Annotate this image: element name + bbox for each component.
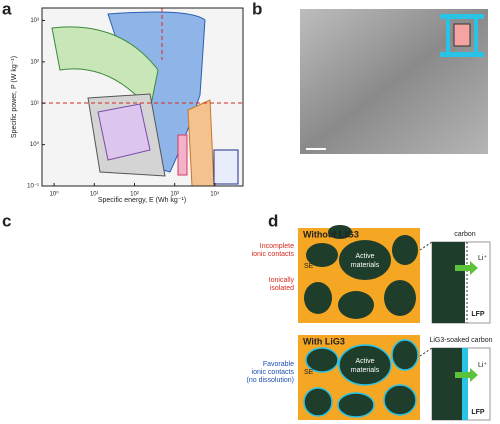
callout: Favorable [263, 361, 294, 368]
ragone-regions [42, 8, 243, 187]
plot-frame [41, 7, 244, 187]
diagram-title: Without LiG3 [303, 229, 359, 239]
label: materials [351, 367, 380, 374]
label: Li⁺ [478, 255, 487, 262]
x-tick-label: 10⁴ [210, 191, 220, 198]
label: Li⁺ [478, 362, 487, 369]
y-tick-label: 10³ [30, 18, 39, 24]
label: SE [304, 369, 314, 376]
label: LFP [471, 409, 485, 416]
label: materials [351, 262, 380, 269]
label: Active [355, 253, 374, 260]
inset-schematic [440, 14, 484, 57]
callout: ionic contacts [252, 369, 295, 376]
x-tick-label: 10¹ [90, 192, 99, 198]
x-tick-label: 10² [130, 192, 139, 198]
callout: isolated [270, 285, 294, 292]
label: Active [355, 358, 374, 365]
label: SE [304, 263, 314, 270]
panel-label: a [2, 0, 12, 18]
callout: Ionically [269, 277, 295, 284]
panel-label: b [252, 0, 262, 18]
x-tick-label: 10³ [170, 192, 179, 198]
label: LFP [471, 311, 485, 318]
label: carbon [454, 231, 476, 238]
region [177, 134, 188, 176]
x-tick-label: 10⁰ [50, 191, 60, 198]
panel-label: c [2, 211, 11, 230]
panel-label: d [268, 211, 278, 230]
x-axis-label: Specific energy, E (Wh kg⁻¹) [98, 197, 186, 204]
diagram: Without LiG3 SE Active materials Incompl… [247, 225, 493, 421]
region [97, 103, 151, 161]
region [213, 149, 239, 185]
callout: (no dissolution) [247, 377, 294, 384]
diagram-title: With LiG3 [303, 336, 345, 346]
y-tick-label: 10⁻¹ [27, 184, 39, 190]
y-tick-label: 10⁰ [30, 141, 40, 148]
y-tick-label: 10² [30, 59, 39, 65]
region [51, 26, 159, 112]
callout: ionic contacts [252, 251, 295, 258]
label: LiG3-soaked carbon [429, 337, 492, 344]
callout: Incomplete [260, 243, 294, 250]
y-tick-label: 10¹ [30, 101, 39, 107]
y-axis-label: Specific power, P (W kg⁻¹) [11, 56, 18, 138]
region [187, 99, 215, 187]
